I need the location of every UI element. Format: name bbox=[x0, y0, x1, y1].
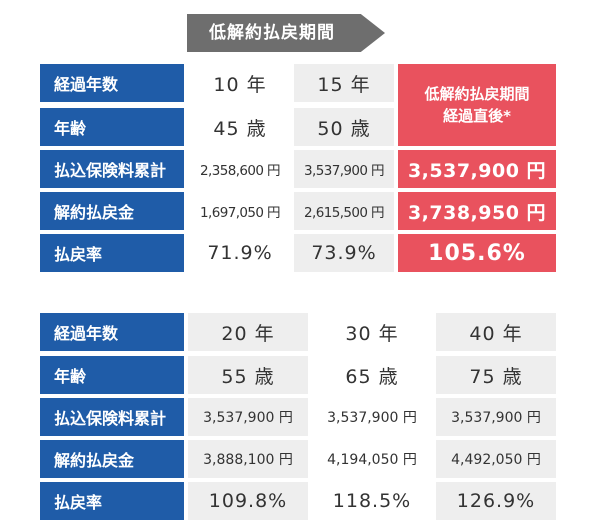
t2-col3-age: 75 歳 bbox=[436, 356, 556, 394]
row-label-refund: 解約払戻金 bbox=[40, 192, 184, 230]
t2-col1-years: 20 年 bbox=[188, 313, 308, 351]
t2-col2-rate: 118.5% bbox=[332, 490, 412, 512]
t2-col1-age: 55 歳 bbox=[188, 356, 308, 394]
row-label-rate: 払戻率 bbox=[40, 234, 184, 272]
arrow-right-icon bbox=[187, 14, 385, 52]
t1-col1-premium: 2,358,600 円 bbox=[200, 163, 281, 179]
t1-col1-years: 10 年 bbox=[213, 73, 267, 96]
t1-col1-rate: 71.9% bbox=[207, 242, 273, 264]
row-label-rate: 払戻率 bbox=[40, 482, 184, 520]
row-label-years: 経過年数 bbox=[40, 313, 184, 351]
t2-col2-refund: 4,194,050 円 bbox=[327, 452, 417, 468]
highlight-premium: 3,537,900 円 bbox=[398, 150, 556, 188]
t2-col1-rate: 109.8% bbox=[188, 482, 308, 520]
t1-col2-refund: 2,615,500 円 bbox=[294, 192, 394, 230]
highlight-refund: 3,738,950 円 bbox=[398, 192, 556, 230]
arrow-label: 低解約払戻期間 bbox=[209, 23, 335, 43]
row-label-premium: 払込保険料累計 bbox=[40, 150, 184, 188]
t2-col2-years: 30 年 bbox=[345, 322, 399, 345]
t2-col3-rate: 126.9% bbox=[436, 482, 556, 520]
row-label-premium: 払込保険料累計 bbox=[40, 398, 184, 436]
period-arrow: 低解約払戻期間 bbox=[187, 14, 387, 52]
t2-col2-age: 65 歳 bbox=[345, 365, 399, 388]
t2-col1-premium: 3,537,900 円 bbox=[188, 398, 308, 436]
t2-col2-premium: 3,537,900 円 bbox=[327, 410, 417, 426]
t1-col2-premium: 3,537,900 円 bbox=[294, 150, 394, 188]
t2-col3-refund: 4,492,050 円 bbox=[436, 440, 556, 478]
highlight-header-line1: 低解約払戻期間 bbox=[424, 85, 530, 103]
row-label-years: 経過年数 bbox=[40, 64, 184, 102]
t1-col1-refund: 1,697,050 円 bbox=[200, 205, 281, 221]
t1-col1-age: 45 歳 bbox=[213, 117, 267, 140]
t2-col3-years: 40 年 bbox=[436, 313, 556, 351]
row-label-refund: 解約払戻金 bbox=[40, 440, 184, 478]
t1-col2-age: 50 歳 bbox=[294, 108, 394, 146]
t2-col3-premium: 3,537,900 円 bbox=[436, 398, 556, 436]
highlight-header-line2: 経過直後* bbox=[443, 107, 511, 125]
row-label-age: 年齢 bbox=[40, 356, 184, 394]
t2-col1-refund: 3,888,100 円 bbox=[188, 440, 308, 478]
t1-col2-years: 15 年 bbox=[294, 64, 394, 102]
highlight-header: 低解約払戻期間 経過直後* bbox=[398, 64, 556, 146]
highlight-rate: 105.6% bbox=[398, 234, 556, 272]
t1-col2-rate: 73.9% bbox=[294, 234, 394, 272]
row-label-age: 年齢 bbox=[40, 108, 184, 146]
